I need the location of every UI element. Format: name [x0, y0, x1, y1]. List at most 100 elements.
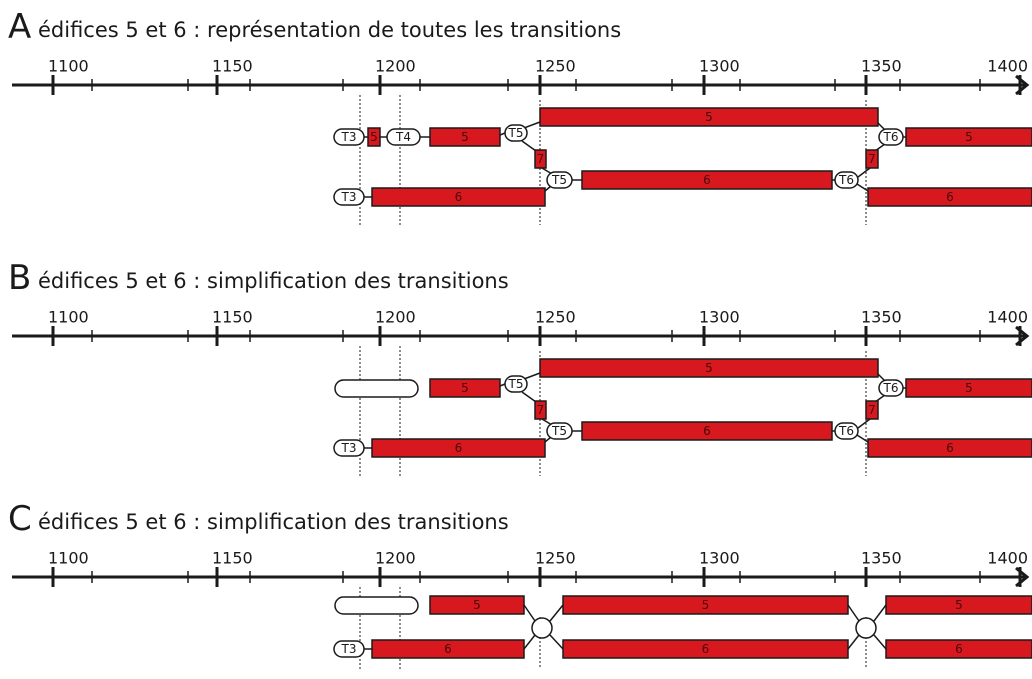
transition-node — [878, 379, 904, 397]
bar-label: 6 — [455, 190, 463, 204]
period-bar — [867, 438, 1032, 458]
period-bar — [534, 400, 547, 420]
tick-label: 1200 — [375, 308, 416, 327]
tick-label: 1300 — [699, 308, 740, 327]
junction — [855, 617, 877, 639]
panel-letter: C — [8, 499, 32, 539]
period-bar — [371, 639, 525, 659]
node-label: T5 — [508, 126, 524, 140]
empty-node — [334, 596, 419, 615]
connector — [523, 634, 536, 650]
connector — [499, 383, 506, 387]
bar-label: 6 — [955, 642, 963, 656]
node-label: T6 — [838, 424, 854, 438]
period-bar — [562, 595, 849, 615]
connector — [521, 140, 537, 152]
bar-label: 5 — [965, 381, 973, 395]
transition-node — [504, 375, 528, 393]
connector — [856, 183, 869, 192]
bar-label: 6 — [703, 424, 711, 438]
bar-label: 7 — [537, 403, 545, 417]
tick-label: 1350 — [861, 308, 902, 327]
transition-node — [333, 640, 365, 658]
period-bar — [905, 127, 1032, 147]
period-bar — [534, 149, 547, 169]
tick-label: 1150 — [212, 57, 253, 76]
transition-node — [333, 128, 365, 146]
connector — [523, 604, 536, 622]
bar-label: 6 — [702, 642, 710, 656]
tick-label: 1100 — [48, 549, 89, 568]
empty-node — [334, 379, 419, 398]
transition-node — [878, 128, 904, 146]
tick-label: 1250 — [535, 549, 576, 568]
node-label: T5 — [551, 173, 567, 187]
connector — [847, 604, 860, 622]
node-label: T3 — [341, 441, 357, 455]
transition-node — [546, 171, 573, 189]
tick-label: 1350 — [861, 549, 902, 568]
junction — [531, 617, 553, 639]
connector — [549, 634, 564, 650]
transition-node — [504, 124, 528, 142]
period-bar — [905, 378, 1032, 398]
period-bar — [539, 107, 879, 127]
transition-node — [546, 422, 573, 440]
bar-label: 5 — [965, 130, 973, 144]
node-label: T3 — [341, 130, 357, 144]
node-label: T3 — [341, 642, 357, 656]
bar-label: 5 — [702, 598, 710, 612]
connector — [847, 634, 860, 650]
bar-label: 5 — [473, 598, 481, 612]
bar-label: 6 — [703, 173, 711, 187]
node-label: T5 — [508, 377, 524, 391]
bar-label: 5 — [461, 381, 469, 395]
period-bar — [429, 378, 501, 398]
bar-label: 7 — [868, 152, 876, 166]
period-bar — [371, 187, 546, 207]
transition-node — [333, 188, 365, 206]
tick-label: 1300 — [699, 549, 740, 568]
period-bar — [429, 595, 525, 615]
period-bar — [867, 187, 1032, 207]
connector — [499, 132, 506, 136]
tick-label: 1100 — [48, 308, 89, 327]
node-label: T6 — [883, 381, 899, 395]
period-bar — [885, 595, 1032, 615]
bar-label: 5 — [461, 130, 469, 144]
period-bar — [429, 127, 501, 147]
tick-label: 1300 — [699, 57, 740, 76]
connector — [523, 372, 541, 380]
connector — [873, 604, 887, 622]
node-label: T6 — [838, 173, 854, 187]
bar-label: 6 — [946, 190, 954, 204]
connector — [523, 121, 541, 129]
bar-label: 5 — [705, 361, 713, 375]
bar-label: 5 — [370, 130, 378, 144]
bar-label: 6 — [455, 441, 463, 455]
bar-label: 6 — [946, 441, 954, 455]
period-bar — [581, 170, 833, 190]
bar-label: 7 — [868, 403, 876, 417]
panel-letter: B — [8, 258, 31, 298]
tick-label: 1250 — [535, 57, 576, 76]
period-bar — [865, 400, 879, 420]
tick-label: 1100 — [48, 57, 89, 76]
node-label: T4 — [395, 130, 411, 144]
bar-label: 7 — [537, 152, 545, 166]
period-bar — [865, 149, 879, 169]
bar-label: 6 — [444, 642, 452, 656]
connector — [873, 634, 887, 650]
tick-label: 1200 — [375, 57, 416, 76]
tick-label: 1250 — [535, 308, 576, 327]
tick-label: 1150 — [212, 308, 253, 327]
period-bar — [367, 127, 381, 147]
tick-label: 1400 — [987, 308, 1028, 327]
panel-title: édifices 5 et 6 : représentation de tout… — [38, 18, 621, 42]
tick-label: 1400 — [987, 57, 1028, 76]
node-label: T5 — [551, 424, 567, 438]
